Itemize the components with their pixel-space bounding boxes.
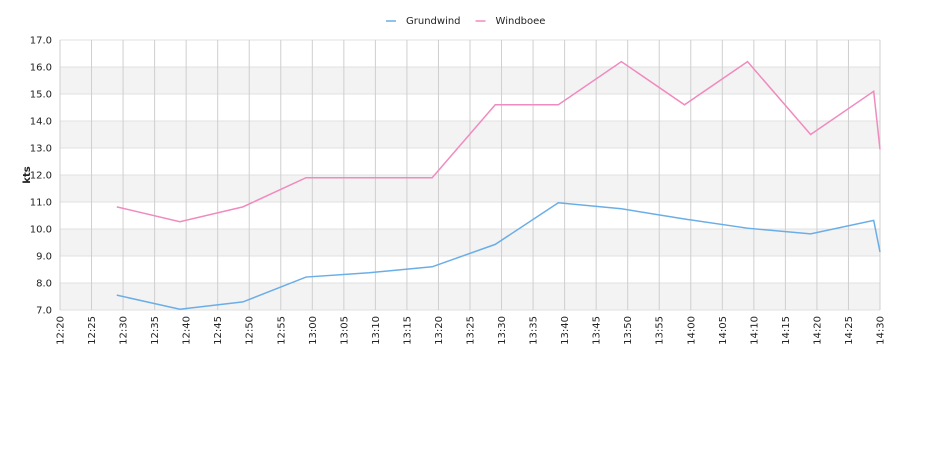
legend-label: Windboee bbox=[496, 16, 546, 27]
y-tick-label: 14.0 bbox=[30, 117, 52, 128]
x-tick-label: 12:50 bbox=[245, 316, 256, 345]
x-tick-label: 13:40 bbox=[560, 316, 571, 345]
x-tick-label: 12:45 bbox=[213, 316, 224, 345]
x-tick-label: 13:50 bbox=[623, 316, 634, 345]
y-tick-label: 7.0 bbox=[36, 306, 52, 317]
legend-label: Grundwind bbox=[406, 16, 461, 27]
x-tick-label: 13:35 bbox=[529, 316, 540, 345]
y-tick-label: 15.0 bbox=[30, 90, 52, 101]
x-tick-label: 12:35 bbox=[150, 316, 161, 345]
x-tick-label: 14:30 bbox=[876, 316, 887, 345]
y-tick-label: 12.0 bbox=[30, 171, 52, 182]
x-tick-label: 13:25 bbox=[466, 316, 477, 345]
y-tick-label: 13.0 bbox=[30, 144, 52, 155]
x-tick-label: 14:25 bbox=[844, 316, 855, 345]
y-axis-label: kts bbox=[22, 166, 33, 183]
x-tick-label: 14:00 bbox=[686, 316, 697, 345]
x-tick-label: 13:30 bbox=[497, 316, 508, 345]
y-tick-label: 17.0 bbox=[30, 36, 52, 47]
x-tick-label: 14:15 bbox=[781, 316, 792, 345]
line-series bbox=[116, 202, 881, 310]
x-tick-label: 13:10 bbox=[371, 316, 382, 345]
x-tick-label: 13:20 bbox=[434, 316, 445, 345]
y-tick-label: 10.0 bbox=[30, 225, 52, 236]
x-tick-label: 12:40 bbox=[182, 316, 193, 345]
x-tick-label: 13:05 bbox=[339, 316, 350, 345]
x-tick-label: 12:55 bbox=[276, 316, 287, 345]
line-series bbox=[116, 60, 881, 223]
x-tick-label: 14:20 bbox=[812, 316, 823, 345]
x-tick-label: 13:00 bbox=[308, 316, 319, 345]
x-tick-label: 12:30 bbox=[119, 316, 130, 345]
x-tick-label: 12:25 bbox=[87, 316, 98, 345]
y-tick-label: 9.0 bbox=[36, 252, 52, 263]
y-tick-label: 8.0 bbox=[36, 279, 52, 290]
x-tick-label: 12:20 bbox=[56, 316, 67, 345]
y-tick-label: 11.0 bbox=[30, 198, 52, 209]
x-tick-label: 14:05 bbox=[718, 316, 729, 345]
x-tick-label: 13:55 bbox=[655, 316, 666, 345]
x-tick-label: 13:15 bbox=[402, 316, 413, 345]
x-tick-label: 14:10 bbox=[749, 316, 760, 345]
x-tick-label: 13:45 bbox=[592, 316, 603, 345]
y-tick-label: 16.0 bbox=[30, 63, 52, 74]
